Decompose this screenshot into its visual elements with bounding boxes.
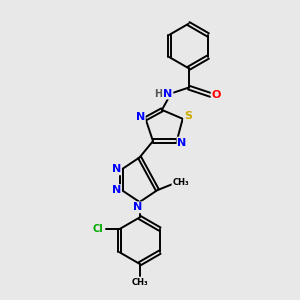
Text: H: H xyxy=(154,88,162,98)
Text: O: O xyxy=(212,90,221,100)
Text: CH₃: CH₃ xyxy=(131,278,148,287)
Text: CH₃: CH₃ xyxy=(172,178,189,187)
Text: N: N xyxy=(134,202,143,212)
Text: N: N xyxy=(112,185,121,195)
Text: N: N xyxy=(178,138,187,148)
Text: N: N xyxy=(163,88,172,98)
Text: Cl: Cl xyxy=(92,224,103,234)
Text: S: S xyxy=(184,111,192,122)
Text: N: N xyxy=(136,112,145,122)
Text: N: N xyxy=(112,164,121,174)
